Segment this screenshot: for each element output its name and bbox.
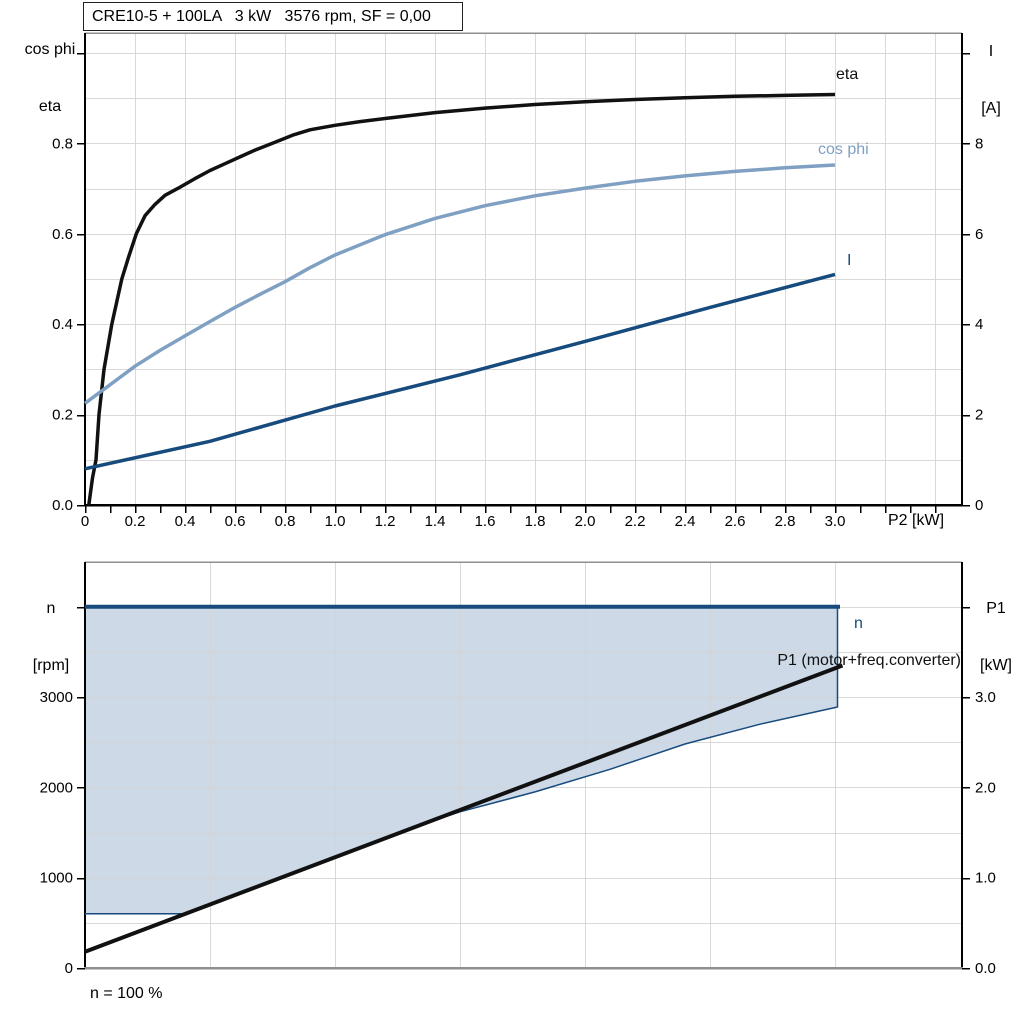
- x-axis-title: P2 [kW]: [888, 512, 945, 529]
- x-tick-label: 0.4: [175, 513, 196, 530]
- y-left-tick-label: 0.4: [52, 316, 73, 333]
- axis-title-kw-unit: [kW]: [980, 657, 1012, 674]
- top-right-axis-title: I [A]: [968, 4, 1014, 156]
- x-tick-label: 1.0: [325, 513, 346, 530]
- x-tick-label: 1.8: [525, 513, 546, 530]
- chart-title: CRE10-5 + 100LA 3 kW 3576 rpm, SF = 0,00: [83, 2, 463, 31]
- axis-ticks: [77, 52, 970, 513]
- x-tick-label: 0.8: [275, 513, 296, 530]
- x-tick-label: 2.2: [625, 513, 646, 530]
- axis-title-current: I: [988, 43, 994, 60]
- y-left-tick-label: 0.8: [52, 135, 73, 152]
- cos-phi-curve-label: cos phi: [818, 141, 869, 158]
- axis-title-eta: eta: [38, 98, 62, 115]
- y-right-tick-label: 0.0: [975, 960, 996, 977]
- y-left-tick-label: 2000: [40, 779, 73, 796]
- current-curve-label: I: [847, 252, 852, 269]
- operating-envelope: [85, 606, 838, 914]
- x-tick-label: 1.6: [475, 513, 496, 530]
- eta-curve-label: eta: [836, 66, 859, 83]
- speed-envelope-chart: 0 1000 2000 3000 0.0 1.0 2.0 3.0: [40, 561, 996, 977]
- cos-phi-curve: [83, 163, 836, 405]
- top-left-axis-title: cos phi eta: [10, 2, 90, 154]
- axis-tick-labels: 0 0.2 0.4 0.6 0.8 1.0 1.2 1.4 1.6 1.8 2.0 2.2 2.4 2.6…: [52, 135, 983, 530]
- y-right-tick-label: 2.0: [975, 779, 996, 796]
- x-tick-label: 0: [81, 513, 89, 530]
- y-right-tick-label: 1.0: [975, 870, 996, 887]
- current-curve: [84, 272, 836, 471]
- x-tick-label: 2.8: [775, 513, 796, 530]
- axis-title-p1: P1: [986, 600, 1006, 617]
- y-left-tick-label: 0.0: [52, 497, 73, 514]
- y-right-tick-label: 3.0: [975, 689, 996, 706]
- x-tick-label: 1.2: [375, 513, 396, 530]
- axis-ticks: [77, 606, 970, 970]
- max-speed-line-label: n: [854, 615, 863, 632]
- y-right-tick-label: 4: [975, 316, 983, 333]
- y-right-tick-label: 2: [975, 407, 983, 424]
- y-right-tick-label: 0: [975, 497, 983, 514]
- x-tick-label: 2.4: [675, 513, 696, 530]
- p1-line-label: P1 (motor+freq.converter): [777, 652, 961, 669]
- y-right-tick-label: 6: [975, 226, 983, 243]
- x-tick-label: 0.6: [225, 513, 246, 530]
- plot-border: [84, 561, 963, 970]
- bottom-left-axis-title: n [rpm]: [22, 561, 80, 713]
- plot-border: [84, 32, 963, 507]
- y-left-tick-label: 0.2: [52, 407, 73, 424]
- x-tick-label: 3.0: [825, 513, 846, 530]
- bottom-right-axis-title: P1 [kW]: [971, 561, 1021, 713]
- x-tick-label: 2.6: [725, 513, 746, 530]
- speed-footnote: n = 100 %: [90, 985, 163, 1002]
- y-left-tick-label: 1000: [40, 870, 73, 887]
- axis-tick-labels: 0 1000 2000 3000 0.0 1.0 2.0 3.0: [40, 689, 996, 977]
- x-tick-label: 0.2: [125, 513, 146, 530]
- y-left-tick-label: 0: [65, 960, 73, 977]
- axis-title-cos-phi: cos phi: [24, 41, 76, 58]
- gridlines: [85, 562, 962, 968]
- motor-performance-chart: 0 0.2 0.4 0.6 0.8 1.0 1.2 1.4 1.6 1.8 2.0 2.2 2.4 2.6…: [52, 32, 983, 530]
- x-tick-label: 2.0: [575, 513, 596, 530]
- eta-curve: [87, 92, 836, 506]
- x-tick-label: 1.4: [425, 513, 446, 530]
- axis-title-ampere-unit: [A]: [981, 100, 1001, 117]
- axis-title-rpm-unit: [rpm]: [32, 657, 70, 674]
- y-left-tick-label: 0.6: [52, 226, 73, 243]
- y-left-tick-label: 3000: [40, 689, 73, 706]
- axis-title-n: n: [46, 600, 56, 617]
- p1-line: [84, 663, 844, 954]
- y-right-tick-label: 8: [975, 135, 983, 152]
